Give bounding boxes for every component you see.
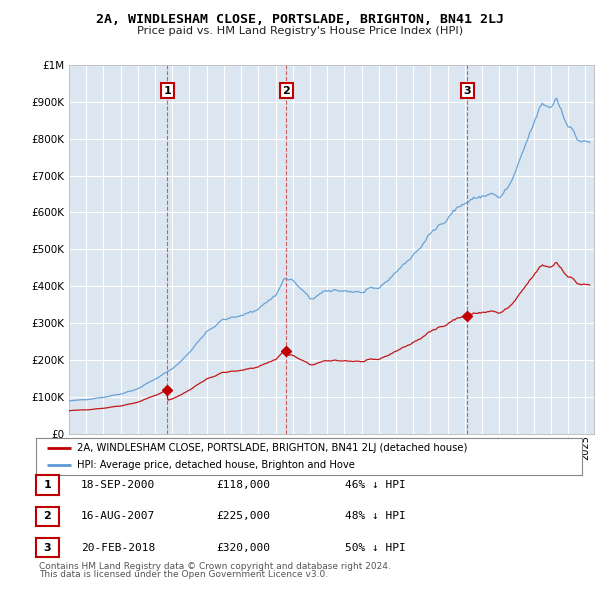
Text: 50% ↓ HPI: 50% ↓ HPI	[345, 543, 406, 552]
Text: 2A, WINDLESHAM CLOSE, PORTSLADE, BRIGHTON, BN41 2LJ (detached house): 2A, WINDLESHAM CLOSE, PORTSLADE, BRIGHTO…	[77, 443, 467, 453]
Text: 2A, WINDLESHAM CLOSE, PORTSLADE, BRIGHTON, BN41 2LJ: 2A, WINDLESHAM CLOSE, PORTSLADE, BRIGHTO…	[96, 13, 504, 26]
Text: 18-SEP-2000: 18-SEP-2000	[81, 480, 155, 490]
Text: This data is licensed under the Open Government Licence v3.0.: This data is licensed under the Open Gov…	[39, 571, 328, 579]
Text: 1: 1	[164, 86, 172, 96]
Text: Price paid vs. HM Land Registry's House Price Index (HPI): Price paid vs. HM Land Registry's House …	[137, 26, 463, 36]
Text: 3: 3	[44, 543, 51, 552]
Text: 2: 2	[283, 86, 290, 96]
Text: £225,000: £225,000	[216, 512, 270, 521]
Text: £320,000: £320,000	[216, 543, 270, 552]
Text: Contains HM Land Registry data © Crown copyright and database right 2024.: Contains HM Land Registry data © Crown c…	[39, 562, 391, 571]
Text: HPI: Average price, detached house, Brighton and Hove: HPI: Average price, detached house, Brig…	[77, 460, 355, 470]
Text: 48% ↓ HPI: 48% ↓ HPI	[345, 512, 406, 521]
Text: 20-FEB-2018: 20-FEB-2018	[81, 543, 155, 552]
Text: 46% ↓ HPI: 46% ↓ HPI	[345, 480, 406, 490]
Text: 2: 2	[44, 512, 51, 521]
Text: 1: 1	[44, 480, 51, 490]
Text: £118,000: £118,000	[216, 480, 270, 490]
Text: 3: 3	[463, 86, 471, 96]
Text: 16-AUG-2007: 16-AUG-2007	[81, 512, 155, 521]
